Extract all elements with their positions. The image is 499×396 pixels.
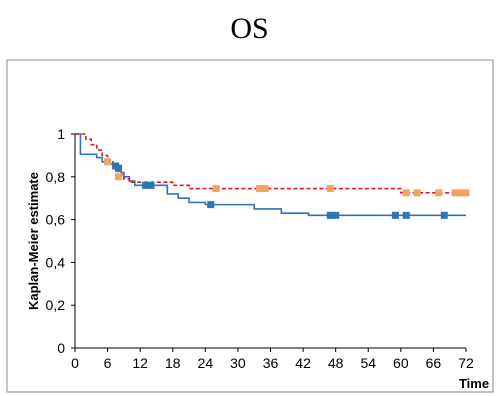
y-tick-label: 0 bbox=[57, 340, 65, 356]
series-2-censor-marker bbox=[326, 185, 334, 193]
series-1-censor-marker bbox=[332, 211, 340, 219]
series-1-censor-marker bbox=[391, 211, 399, 219]
series-1-censor-marker bbox=[402, 211, 410, 219]
y-tick-label: 0,8 bbox=[46, 169, 66, 185]
series-2-censor-marker bbox=[402, 189, 410, 197]
y-tick-label: 0,6 bbox=[46, 212, 66, 228]
x-tick-label: 0 bbox=[71, 355, 79, 371]
y-axis-title: Kaplan-Meier estimate bbox=[26, 172, 41, 310]
series-2-censor-marker bbox=[212, 185, 220, 193]
labels-layer: 0 6 12 18 24 30 36 42 48 54 60 66 72 0 0,2 0,4 0,6 0,8 1 Ti… bbox=[26, 126, 489, 391]
y-tick-label: 0,4 bbox=[46, 254, 66, 270]
series-1-censor-marker bbox=[440, 211, 448, 219]
x-tick-label: 54 bbox=[360, 355, 376, 371]
series-1-censor-marker bbox=[207, 201, 215, 209]
series-2-censor-marker bbox=[413, 189, 421, 197]
series-2-censor-marker bbox=[104, 158, 112, 166]
series-2-censor-marker bbox=[256, 185, 264, 193]
x-axis-title: Time bbox=[459, 376, 489, 391]
x-tick-label: 30 bbox=[230, 355, 246, 371]
series-1-censor-marker bbox=[326, 211, 334, 219]
series-2-censor-marker bbox=[261, 185, 269, 193]
plot-area-frame bbox=[6, 59, 494, 393]
series-1-censor-marker bbox=[142, 181, 150, 189]
x-tick-label: 66 bbox=[426, 355, 442, 371]
axes bbox=[71, 133, 467, 352]
series-2-censor-marker bbox=[451, 189, 459, 197]
series-2-censor-marker bbox=[114, 173, 122, 181]
x-tick-label: 24 bbox=[198, 355, 214, 371]
x-tick-label: 6 bbox=[104, 355, 112, 371]
series-1-censor-marker bbox=[114, 164, 122, 172]
x-tick-label: 42 bbox=[295, 355, 311, 371]
x-tick-label: 48 bbox=[328, 355, 344, 371]
x-tick-label: 72 bbox=[458, 355, 474, 371]
x-tick-label: 18 bbox=[165, 355, 181, 371]
series-2-censor-marker bbox=[462, 189, 470, 197]
y-tick-label: 1 bbox=[57, 126, 65, 142]
x-tick-label: 60 bbox=[393, 355, 409, 371]
x-tick-label: 36 bbox=[263, 355, 279, 371]
x-tick-label: 12 bbox=[132, 355, 148, 371]
series-2-censor-marker bbox=[457, 189, 465, 197]
series-2-censor-marker bbox=[435, 189, 443, 197]
y-tick-label: 0,2 bbox=[46, 297, 66, 313]
chart-title: OS bbox=[230, 12, 269, 45]
series-layer bbox=[75, 133, 470, 219]
series-2-line bbox=[75, 133, 466, 194]
series-1-line bbox=[75, 133, 466, 217]
series-1-censor-marker bbox=[147, 181, 155, 189]
